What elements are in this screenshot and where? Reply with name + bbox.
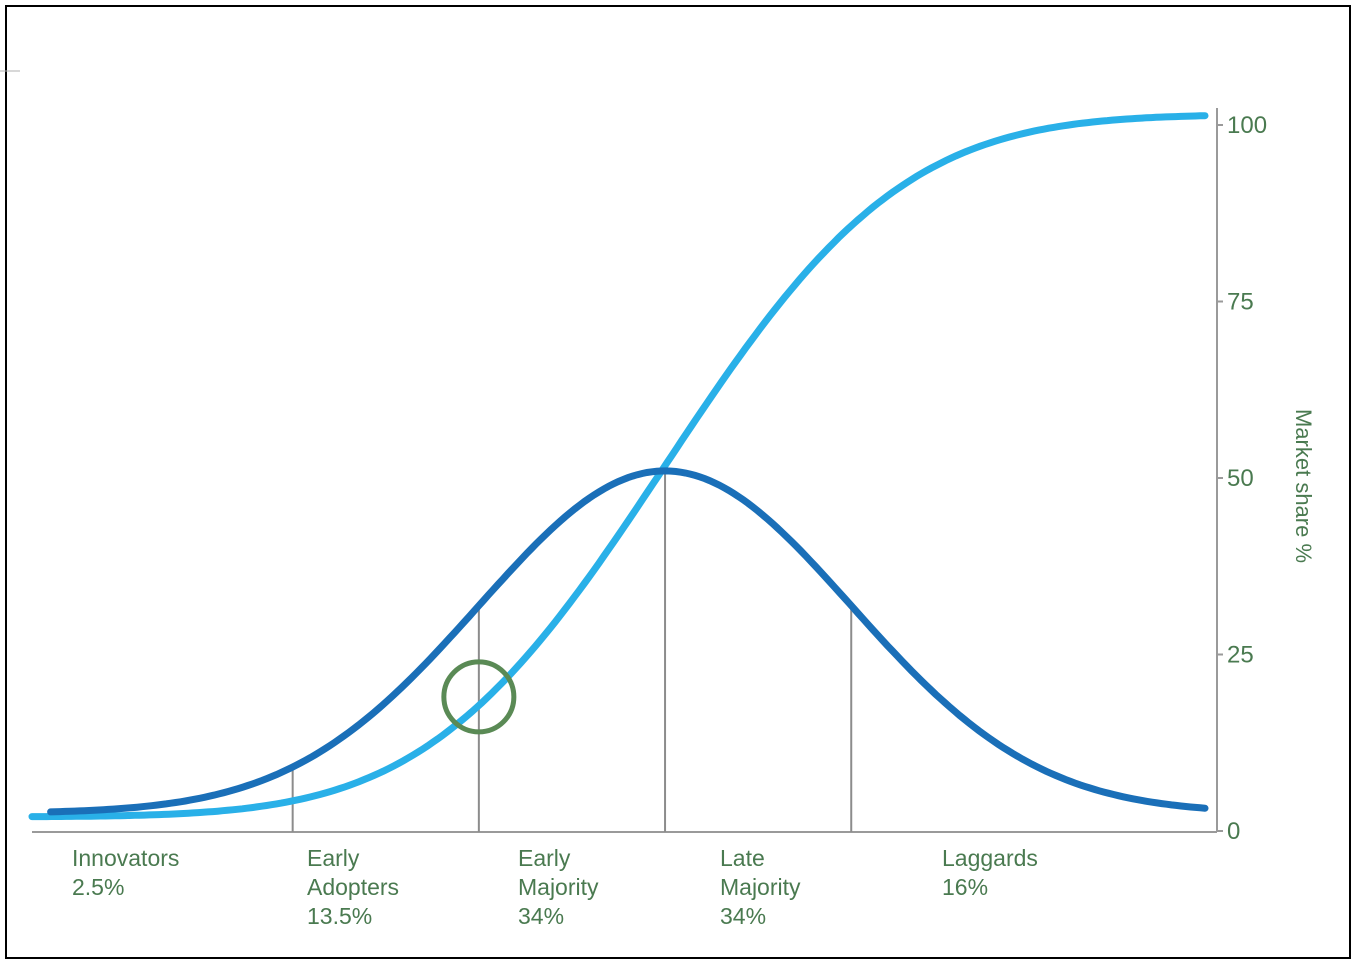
y-tick-label: 25 bbox=[1227, 642, 1254, 669]
segment-label-early-adopters: Early Adopters 13.5% bbox=[307, 845, 399, 929]
segment-label-early-majority: Early Majority 34% bbox=[518, 845, 599, 929]
segment-label-laggards: Laggards 16% bbox=[942, 845, 1038, 900]
segment-label-line: Laggards bbox=[942, 845, 1038, 871]
y-tick-label: 50 bbox=[1227, 465, 1254, 492]
segment-label-innovators: Innovators 2.5% bbox=[72, 845, 179, 900]
segment-label-line: 13.5% bbox=[307, 903, 372, 929]
segment-label-line: Majority bbox=[720, 874, 801, 900]
segment-label-line: 2.5% bbox=[72, 874, 124, 900]
segment-label-line: Innovators bbox=[72, 845, 179, 871]
segment-label-line: 34% bbox=[518, 903, 564, 929]
chasm-marker-circle bbox=[441, 659, 517, 735]
y-tick-label: 0 bbox=[1227, 818, 1240, 845]
segment-label-line: Majority bbox=[518, 874, 599, 900]
segment-label-line: Adopters bbox=[307, 874, 399, 900]
segment-label-line: Late bbox=[720, 845, 765, 871]
y-tick-label: 100 bbox=[1227, 112, 1267, 139]
series-line-adoption-bell bbox=[47, 467, 1209, 816]
segment-label-line: Early bbox=[518, 845, 571, 871]
segment-label-line: Early bbox=[307, 845, 360, 871]
y-tick-label: 75 bbox=[1227, 289, 1254, 316]
segment-label-line: 34% bbox=[720, 903, 766, 929]
chart-frame bbox=[5, 5, 1351, 959]
segment-label-line: 16% bbox=[942, 874, 988, 900]
series-line-cumulative-market-share bbox=[28, 112, 1209, 821]
segment-label-late-majority: Late Majority 34% bbox=[720, 845, 801, 929]
y-axis-title: Market share % bbox=[1291, 409, 1316, 563]
